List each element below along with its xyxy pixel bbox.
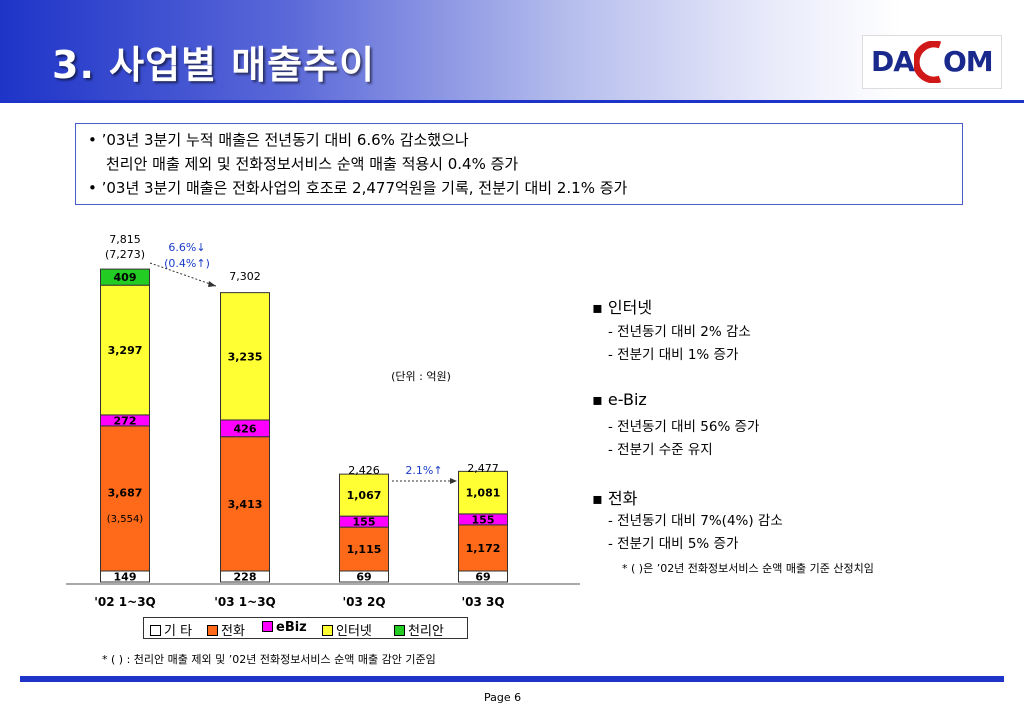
bar-value-label-3-3: 1,081 <box>466 487 501 500</box>
bar-segment-1-0 <box>100 425 150 572</box>
internet-heading: ▪ 인터넷 <box>592 298 653 317</box>
annual-change-label: 6.6%↓ <box>168 241 205 254</box>
bar-segment-3-2 <box>339 473 389 517</box>
logo-mark-icon <box>914 41 942 83</box>
dacom-logo: DA OM <box>862 35 1002 89</box>
legend-item-ebiz: eBiz <box>262 620 307 635</box>
bar-value-label-1-0: 3,687 <box>108 486 143 499</box>
legend-swatch-ebiz <box>262 621 273 632</box>
slide-title: 3. 사업별 매출추이 <box>52 43 376 87</box>
bar-value-label-2-0: 272 <box>114 414 137 427</box>
net-revenue-note: * ( )은 ’02년 전화정보서비스 순액 매출 기준 산정치임 <box>622 562 874 575</box>
legend-item-phone: 전화 <box>207 620 245 639</box>
internet-item-2: - 전분기 대비 1% 증가 <box>608 347 739 363</box>
summary-line-3: • ’03년 3분기 매출은 전화사업의 호조로 2,477억원을 기록, 전분… <box>88 179 628 197</box>
total-sub-label-0: (7,273) <box>105 248 145 261</box>
page-number: Page 6 <box>484 691 522 704</box>
bar-value-label-1-2: 1,115 <box>347 543 382 556</box>
quarter-change-arrowhead <box>450 478 457 484</box>
category-label-2: '03 2Q <box>342 595 385 609</box>
bar-value-label-3-1: 3,235 <box>228 350 263 363</box>
total-label-1: 7,302 <box>229 270 261 283</box>
legend-item-internet: 인터넷 <box>322 620 372 639</box>
bar-value-label-0-1: 228 <box>234 571 257 584</box>
bar-value-label-0-3: 69 <box>475 571 490 584</box>
unit-label: (단위 : 억원) <box>391 370 451 383</box>
bar-segment-3-3 <box>458 470 508 515</box>
bar-segment-3-1 <box>220 292 270 421</box>
header-rule <box>0 100 1024 103</box>
legend-swatch-chollian <box>394 625 405 636</box>
ebiz-item-2: - 전분기 수준 유지 <box>608 442 713 458</box>
chart-footnote: * ( ) : 천리안 매출 제외 및 ’02년 전화정보서비스 순액 매출 감… <box>102 653 436 666</box>
summary-line-1: • ’03년 3분기 누적 매출은 전년동기 대비 6.6% 감소했으나 <box>88 131 469 149</box>
phone-item-2: - 전분기 대비 5% 증가 <box>608 536 739 552</box>
total-label-0: 7,815 <box>109 233 141 246</box>
legend-item-chollian: 천리안 <box>394 620 444 639</box>
category-label-3: '03 3Q <box>461 595 504 609</box>
bar-value-label-4-0: 409 <box>114 271 137 284</box>
bar-value-label-1-3: 1,172 <box>466 542 501 555</box>
annual-change-sub-label: (0.4%↑) <box>164 257 210 270</box>
bar-value-label-0-2: 69 <box>356 571 371 584</box>
chart-legend: 기 타 전화 eBiz 인터넷 천리안 <box>143 617 468 639</box>
internet-item-1: - 전년동기 대비 2% 감소 <box>608 324 751 340</box>
legend-item-etc: 기 타 <box>150 620 192 639</box>
bar-segment-4-0 <box>100 268 150 286</box>
summary-line-2: 천리안 매출 제외 및 전화정보서비스 순액 매출 적용시 0.4% 증가 <box>106 155 519 173</box>
total-label-3: 2,477 <box>467 462 499 475</box>
bar-value-label-2-1: 426 <box>234 422 257 435</box>
logo-text-right: OM <box>943 45 994 78</box>
phone-heading: ▪ 전화 <box>592 489 638 508</box>
footer-rule <box>20 676 1004 682</box>
phone-item-1: - 전년동기 대비 7%(4%) 감소 <box>608 513 783 529</box>
category-label-0: '02 1~3Q <box>94 595 156 609</box>
bar-value-label-2-3: 155 <box>472 513 495 526</box>
legend-swatch-etc <box>150 625 161 636</box>
legend-swatch-internet <box>322 625 333 636</box>
bar-segment-1-1 <box>220 436 270 572</box>
category-label-1: '03 1~3Q <box>214 595 276 609</box>
annual-change-arrowhead <box>208 281 216 287</box>
bar-value-label-1-1: 3,413 <box>228 498 263 511</box>
quarter-change-label: 2.1%↑ <box>405 464 442 477</box>
logo-text-left: DA <box>871 45 915 78</box>
total-label-2: 2,426 <box>348 464 380 477</box>
bar-value-label-0-0: 149 <box>114 571 137 584</box>
bar-segment-1-3 <box>458 524 508 572</box>
phone-sub-label-0: (3,554) <box>107 514 144 525</box>
bar-segment-3-0 <box>100 284 150 416</box>
bar-value-label-3-0: 3,297 <box>108 344 143 357</box>
bar-segment-1-2 <box>339 526 389 572</box>
bar-value-label-3-2: 1,067 <box>347 489 382 502</box>
ebiz-item-1: - 전년동기 대비 56% 증가 <box>608 419 760 435</box>
legend-swatch-phone <box>207 625 218 636</box>
bar-value-label-2-2: 155 <box>353 516 376 529</box>
title-banner <box>0 0 1024 100</box>
summary-box: • ’03년 3분기 누적 매출은 전년동기 대비 6.6% 감소했으나 천리안… <box>75 123 963 205</box>
ebiz-heading: ▪ e-Biz <box>592 390 647 409</box>
